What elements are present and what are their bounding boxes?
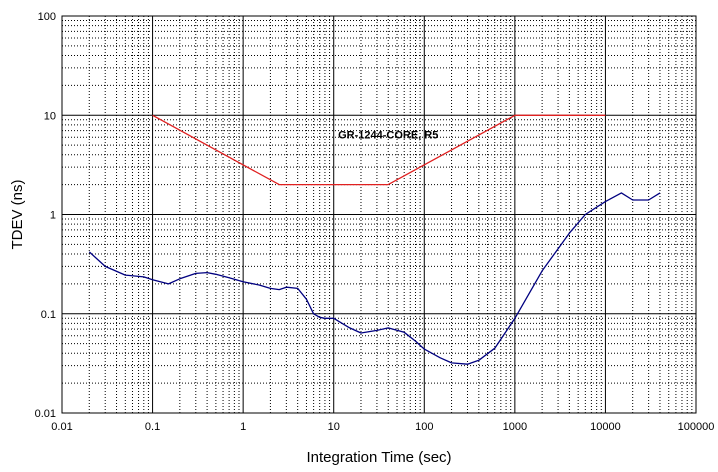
- major-gridlines: [61, 15, 697, 414]
- x-tick-label: 10: [328, 421, 340, 433]
- x-tick-labels: 0.01 0.1 1 10 100 1000 10000 100000: [51, 421, 714, 433]
- y-tick-label: 10: [44, 110, 56, 122]
- y-tick-label: 0.1: [41, 309, 56, 321]
- x-tick-label: 0.1: [145, 421, 160, 433]
- series-layer: [88, 114, 661, 365]
- plot-frame: [61, 15, 697, 414]
- mask-annotation: GR-1244-CORE, R5: [338, 130, 438, 142]
- y-tick-label: 100: [38, 11, 56, 23]
- x-tick-label: 10000: [590, 421, 621, 433]
- tdev-measurement-line: [88, 192, 661, 365]
- y-tick-label: 0.01: [35, 408, 56, 420]
- y-tick-label: 1: [50, 210, 56, 222]
- x-tick-label: 1000: [503, 421, 527, 433]
- x-tick-label: 100000: [678, 421, 715, 433]
- mask-limit-line: [152, 114, 606, 186]
- x-tick-label: 100: [415, 421, 433, 433]
- x-tick-label: 1: [240, 421, 246, 433]
- y-axis-title: TDEV (ns): [9, 179, 26, 249]
- x-axis-title: Integration Time (sec): [306, 449, 451, 466]
- x-tick-label: 0.01: [51, 421, 72, 433]
- y-tick-labels: 0.01 0.1 1 10 100: [35, 11, 56, 420]
- annotation-layer: GR-1244-CORE, R5: [338, 130, 438, 142]
